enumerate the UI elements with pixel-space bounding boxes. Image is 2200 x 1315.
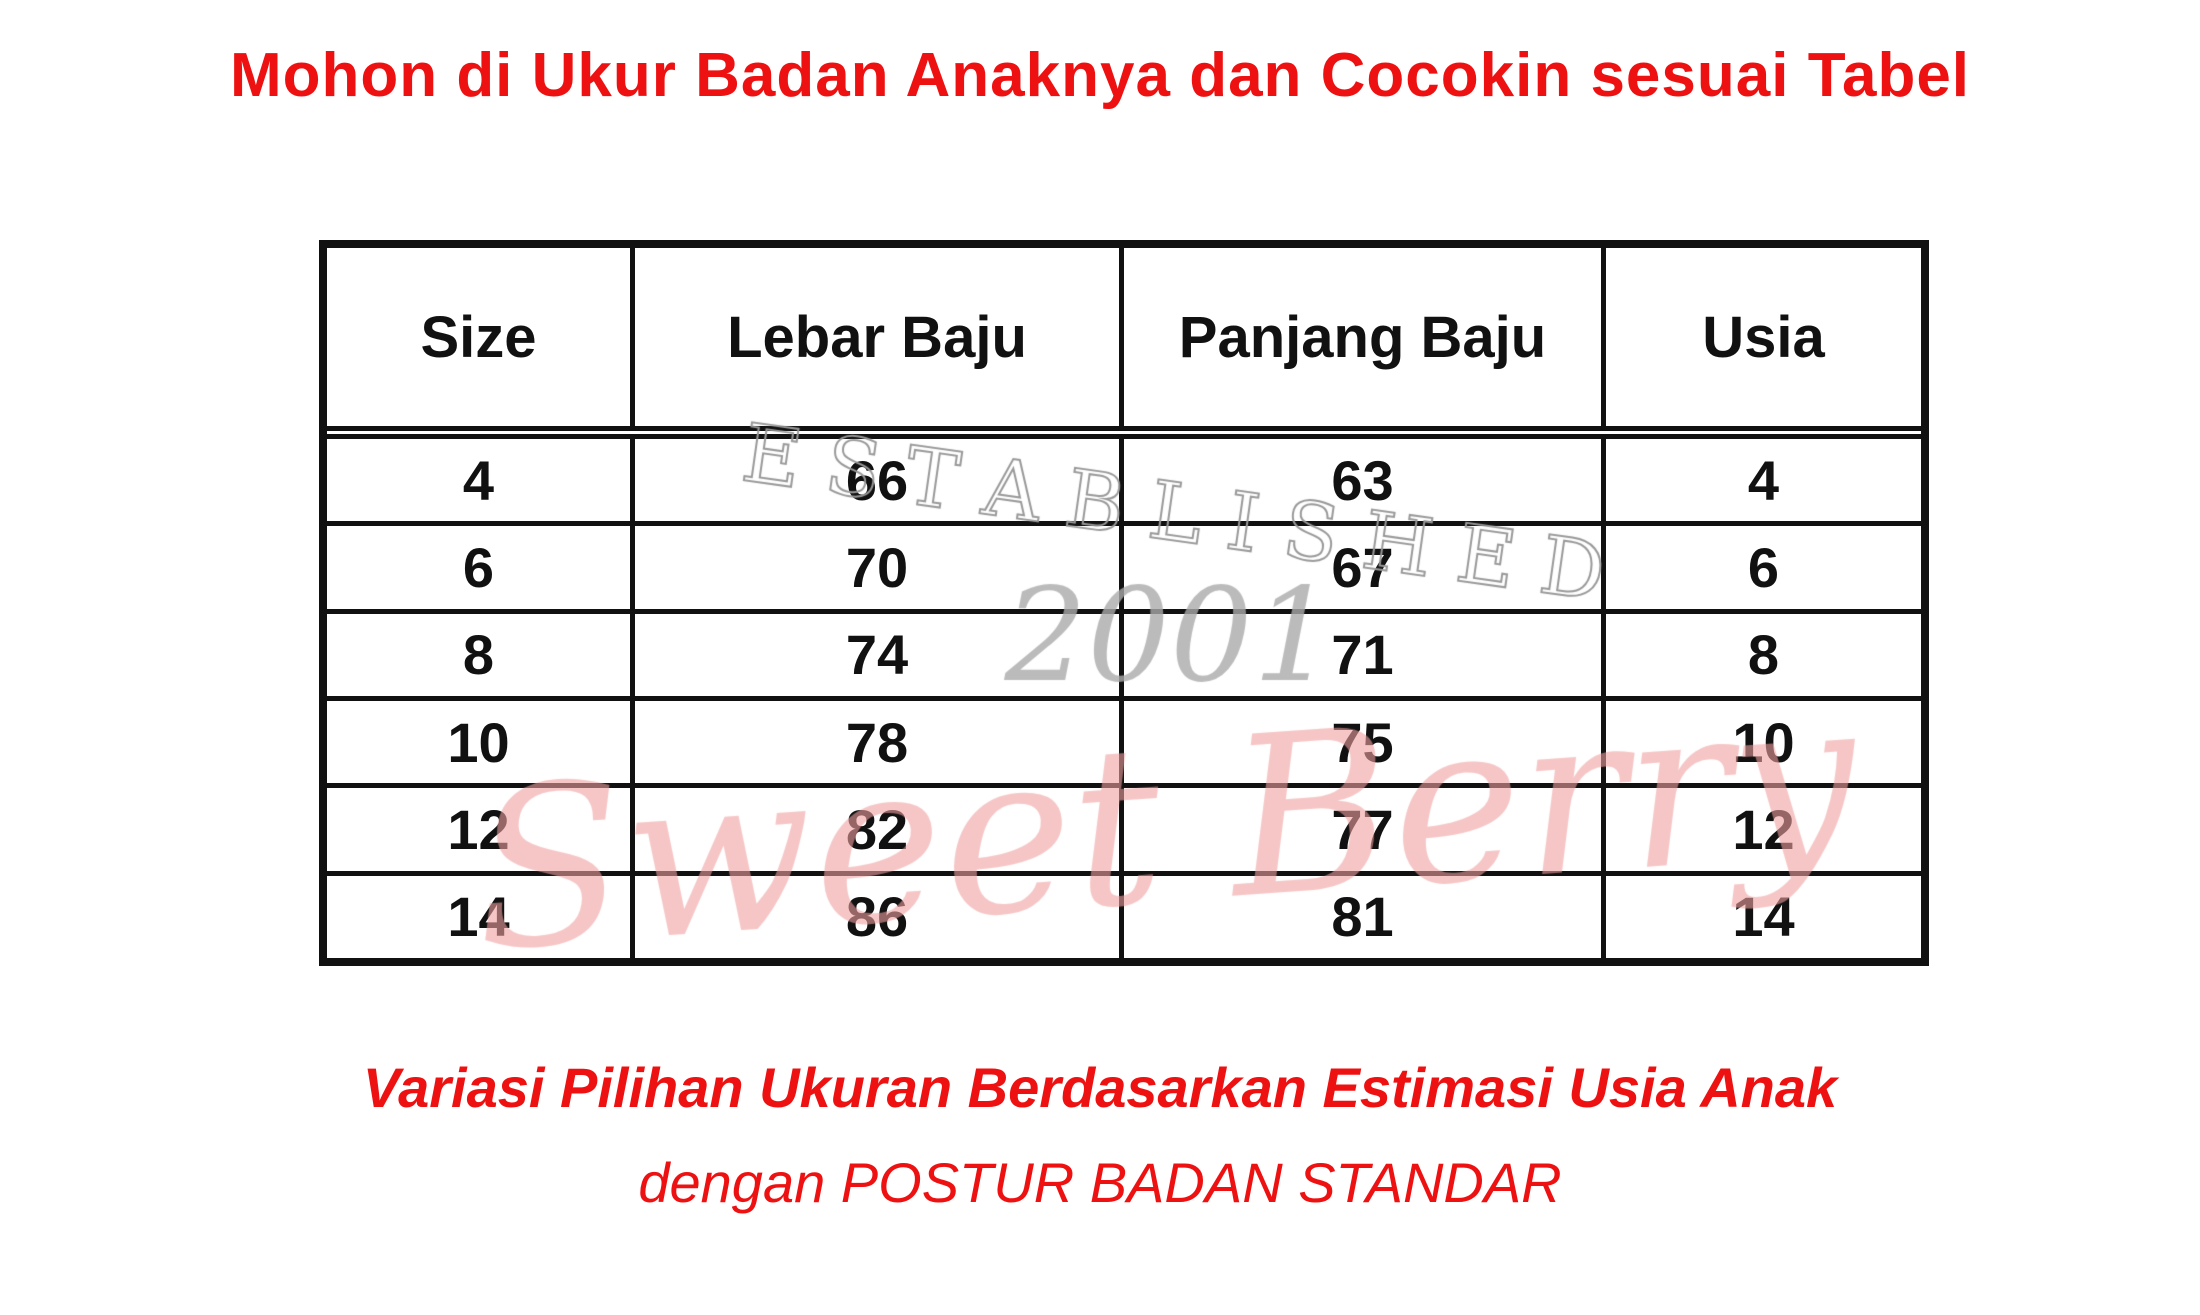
subtitle-secondary: dengan POSTUR BADAN STANDAR — [638, 1151, 1562, 1214]
table-row: 14 86 81 14 — [327, 875, 1921, 958]
table-cell: 63 — [1124, 439, 1606, 522]
header-size: Size — [327, 248, 635, 426]
table-cell: 6 — [1747, 535, 1780, 599]
table-row: 4 66 63 4 — [327, 439, 1921, 527]
table-cell: 86 — [635, 875, 1124, 958]
table-row: 10 78 75 10 — [327, 700, 1921, 789]
table-cell: 10 — [1732, 710, 1795, 774]
table-cell: 14 — [1732, 885, 1795, 949]
table-cell: 74 — [635, 613, 1124, 696]
table-cell: 8 — [1747, 623, 1780, 687]
table-cell: 75 — [1124, 700, 1606, 784]
table-cell: 12 — [327, 788, 635, 871]
table-cell: 70 — [635, 526, 1124, 609]
header-panjang-baju: Panjang Baju — [1124, 248, 1606, 426]
table-cell: 81 — [1124, 875, 1606, 958]
table-cell: 77 — [1124, 788, 1606, 871]
table-row: 12 82 77 12 — [327, 788, 1921, 876]
table-cell: 4 — [1747, 448, 1780, 512]
table-header: Size Lebar Baju Panjang Baju Usia — [327, 248, 1921, 431]
table-row: 6 70 67 6 — [327, 526, 1921, 614]
table-cell: 12 — [1732, 797, 1795, 861]
size-table: Size Lebar Baju Panjang Baju Usia 4 66 63 4… — [319, 240, 1929, 966]
page-title: Mohon di Ukur Badan Anaknya dan Cocokin … — [229, 41, 1971, 110]
subtitle: Variasi Pilihan Ukuran Berdasarkan Estim… — [362, 1056, 1838, 1119]
table-cell: 4 — [327, 439, 635, 522]
header-usia: Usia — [1702, 304, 1825, 370]
table-row: 8 74 71 8 — [327, 613, 1921, 701]
table-body: 4 66 63 4 6 70 67 6 8 74 71 8 10 78 75 10 12 82 77 12 14 86 81… — [327, 439, 1921, 958]
table-cell: 71 — [1124, 613, 1606, 696]
table-cell: 6 — [327, 526, 635, 609]
table-cell: 82 — [635, 788, 1124, 871]
table-cell: 78 — [635, 700, 1124, 784]
header-lebar-baju: Lebar Baju — [635, 248, 1124, 426]
table-cell: 8 — [327, 613, 635, 696]
table-cell: 66 — [635, 439, 1124, 522]
table-cell: 67 — [1124, 526, 1606, 609]
table-cell: 14 — [327, 875, 635, 958]
table-cell: 10 — [327, 700, 635, 784]
